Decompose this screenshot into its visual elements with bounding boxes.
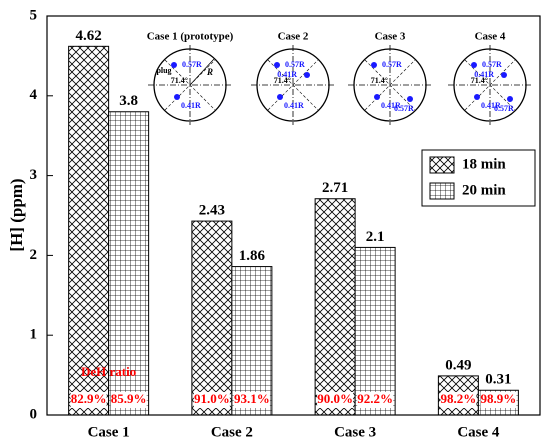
- x-tick-label: Case 2: [211, 424, 253, 440]
- bar: [191, 220, 233, 416]
- y-tick-label: 1: [30, 327, 38, 343]
- x-tick-label: Case 4: [457, 424, 500, 440]
- inset-point-label: 0.41R: [381, 101, 401, 110]
- value-label: 0.31: [485, 372, 511, 388]
- inset-angle: 71.4°: [471, 76, 488, 85]
- inset-point: [304, 72, 310, 78]
- inset-point: [277, 94, 283, 100]
- inset-point-label: 0.41R: [277, 70, 297, 79]
- ratio-label: 82.9%: [71, 391, 107, 406]
- legend-label: 18 min: [462, 156, 506, 172]
- inset-point: [274, 62, 280, 68]
- bar: [108, 111, 150, 416]
- ratio-label-bg: [110, 392, 147, 408]
- inset-point-label: 0.57R: [382, 60, 402, 69]
- legend-swatch: [429, 182, 455, 200]
- x-tick-label: Case 3: [334, 424, 376, 440]
- inset-title: Case 2: [278, 31, 309, 43]
- inset-point-label: 0.57R: [285, 60, 305, 69]
- inset-point-label: 0.57R: [494, 104, 514, 113]
- ratio-label: 93.1%: [234, 391, 270, 406]
- inset-title: Case 3: [375, 31, 406, 43]
- value-label: 2.43: [199, 203, 225, 219]
- inset-point: [507, 96, 513, 102]
- legend-swatch: [429, 156, 455, 174]
- value-label: 3.8: [119, 93, 138, 109]
- y-tick-label: 0: [30, 406, 38, 422]
- ratio-label-bg: [233, 392, 270, 408]
- inset-point: [374, 94, 380, 100]
- ratio-label: 91.0%: [194, 391, 230, 406]
- inset-angle: 71.4°: [171, 76, 188, 85]
- bar: [68, 45, 110, 416]
- ratio-label-bg: [440, 392, 477, 408]
- value-label: 4.62: [76, 28, 102, 44]
- inset-title: Case 1 (prototype): [147, 31, 234, 43]
- inset-point: [171, 62, 177, 68]
- ratio-label-bg: [480, 392, 517, 408]
- ratio-label: 98.2%: [441, 391, 477, 406]
- inset-angle: 71.4°: [274, 76, 291, 85]
- inset-point-label: 0.57R: [482, 60, 502, 69]
- inset-point-label: 0.57R: [394, 104, 414, 113]
- x-tick-label: Case 1: [88, 424, 130, 440]
- inset-point: [471, 62, 477, 68]
- value-label: 2.71: [322, 180, 348, 196]
- inset-point-label: 0.41R: [474, 70, 494, 79]
- bar: [354, 246, 396, 416]
- value-label: 0.49: [445, 357, 471, 373]
- inset-point: [501, 72, 507, 78]
- ratio-label: 90.0%: [317, 391, 353, 406]
- value-label: 2.1: [366, 229, 385, 245]
- ratio-title: DeH ratio: [81, 364, 136, 379]
- legend-label: 20 min: [462, 182, 506, 198]
- inset-point: [174, 94, 180, 100]
- inset-point-label: 0.57R: [182, 60, 202, 69]
- inset-radius: R: [206, 67, 213, 77]
- inset-point-label: 0.41R: [481, 101, 501, 110]
- ratio-label-bg: [70, 392, 107, 408]
- ratio-label: 98.9%: [481, 391, 517, 406]
- y-tick-label: 4: [30, 87, 38, 103]
- y-tick-label: 5: [30, 7, 38, 23]
- value-label: 1.86: [239, 248, 266, 264]
- inset-plug: plug: [156, 66, 171, 75]
- inset-point: [371, 62, 377, 68]
- inset-radial: [464, 59, 516, 111]
- y-tick-label: 2: [30, 247, 38, 263]
- inset-title: Case 4: [475, 31, 506, 43]
- ratio-label-bg: [193, 392, 230, 408]
- inset-radial: [267, 59, 319, 111]
- y-axis-label: [H] (ppm): [7, 178, 26, 251]
- inset-radius-arrow: [189, 58, 215, 86]
- y-tick-label: 3: [30, 167, 38, 183]
- ratio-label: 85.9%: [111, 391, 147, 406]
- ratio-label-bg: [317, 392, 354, 408]
- inset-angle: 71.4°: [371, 76, 388, 85]
- inset-point: [474, 94, 480, 100]
- inset-point-label: 0.41R: [181, 101, 201, 110]
- inset-point: [407, 96, 413, 102]
- ratio-label-bg: [357, 392, 394, 408]
- inset-point-label: 0.41R: [284, 101, 304, 110]
- bar: [314, 198, 356, 416]
- inset-radial: [364, 59, 416, 111]
- plot-frame: [46, 15, 541, 416]
- ratio-label: 92.2%: [357, 391, 393, 406]
